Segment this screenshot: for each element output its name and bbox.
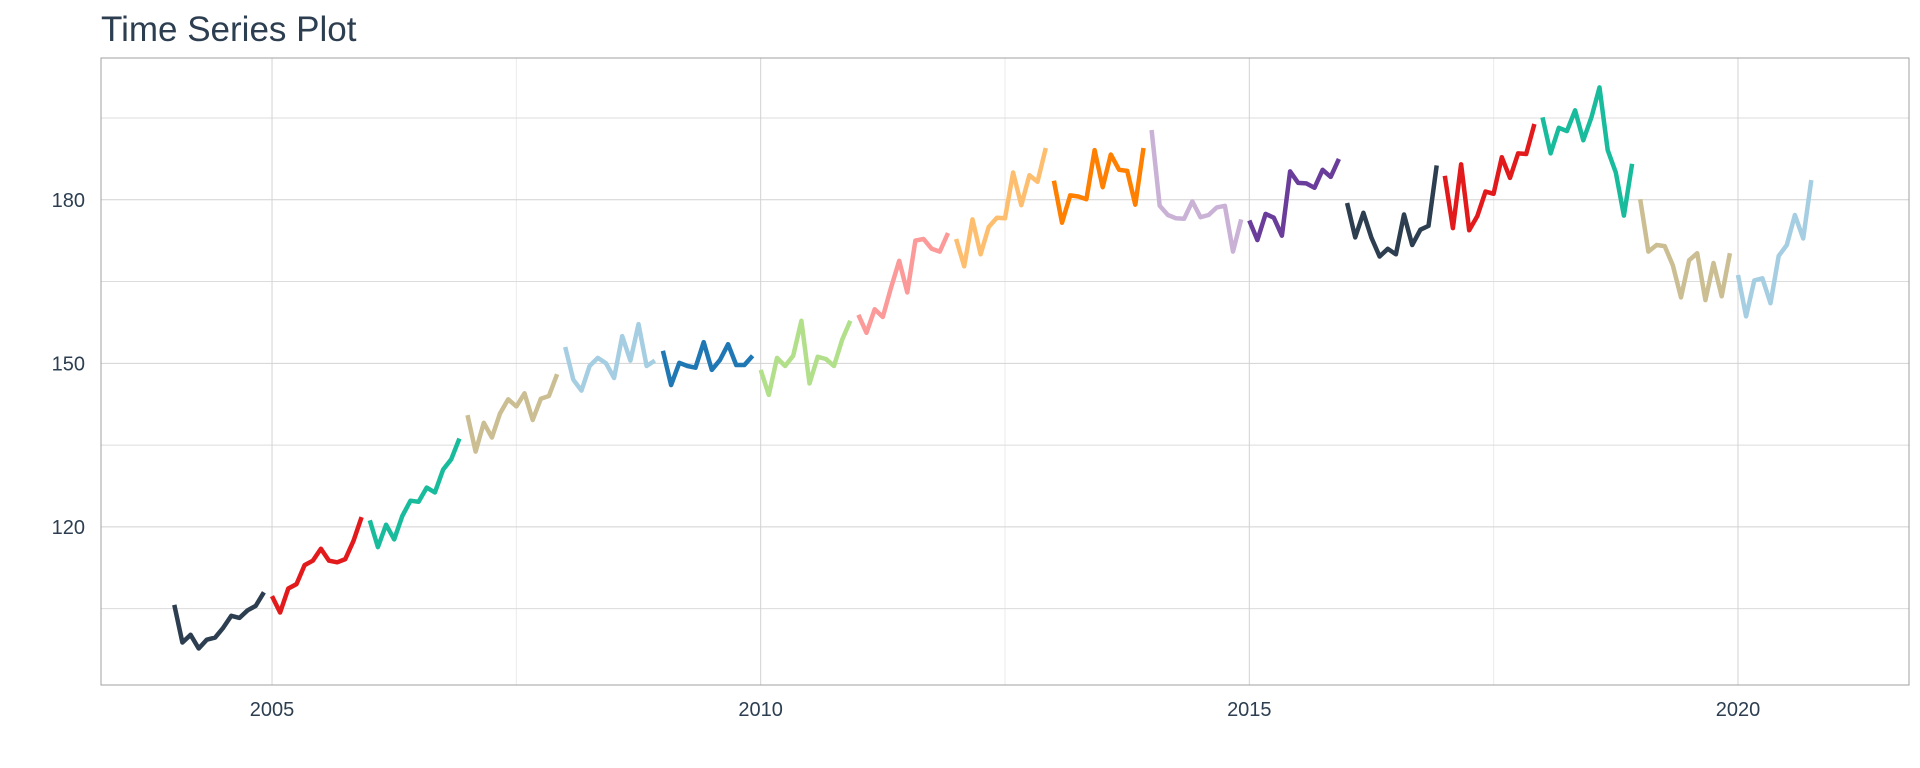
series-line-2014: [1149, 129, 1244, 254]
series-line-2008: [563, 321, 657, 393]
series-line-2006: [367, 437, 462, 550]
series-line-2020: [1735, 179, 1814, 319]
series-line-2010: [758, 318, 853, 398]
series-line-2009: [660, 339, 755, 388]
series-layer: [172, 85, 1814, 651]
series-line-2005: [269, 516, 364, 615]
y-tick-label: 120: [52, 517, 85, 539]
x-tick-label: 2020: [1716, 699, 1761, 721]
series-line-2011: [856, 232, 951, 336]
grid-minor: [101, 58, 1909, 685]
series-line-2007: [465, 373, 560, 454]
series-line-2017: [1442, 123, 1537, 233]
plot-panel-border: [100, 57, 1910, 686]
series-line-2012: [953, 147, 1048, 269]
x-tick-label: 2005: [250, 699, 295, 721]
series-line-2019: [1637, 198, 1733, 303]
y-axis-tick-labels: 120 150 180: [52, 190, 85, 539]
series-line-2013: [1051, 147, 1146, 225]
series-line-2004: [172, 591, 266, 651]
series-line-2016: [1344, 165, 1439, 259]
chart-title: Time Series Plot: [101, 10, 357, 49]
series-line-2018: [1540, 85, 1635, 218]
x-axis-tick-labels: 2005 2010 2015 2020: [250, 699, 1760, 721]
x-tick-label: 2010: [738, 699, 783, 721]
x-tick-label: 2015: [1227, 699, 1272, 721]
y-tick-label: 150: [52, 353, 85, 375]
y-tick-label: 180: [52, 190, 85, 212]
series-line-2015: [1247, 157, 1341, 243]
grid-major: [101, 58, 1909, 685]
